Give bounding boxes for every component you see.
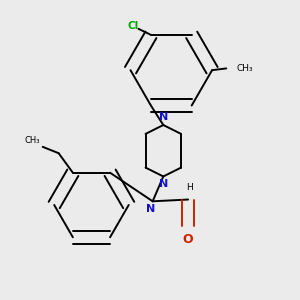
Text: N: N xyxy=(146,204,155,214)
Text: H: H xyxy=(187,183,193,192)
Text: Cl: Cl xyxy=(128,21,139,31)
Text: N: N xyxy=(159,179,168,189)
Text: O: O xyxy=(183,232,194,245)
Text: N: N xyxy=(159,112,168,122)
Text: CH₃: CH₃ xyxy=(24,136,40,145)
Text: CH₃: CH₃ xyxy=(237,64,253,73)
